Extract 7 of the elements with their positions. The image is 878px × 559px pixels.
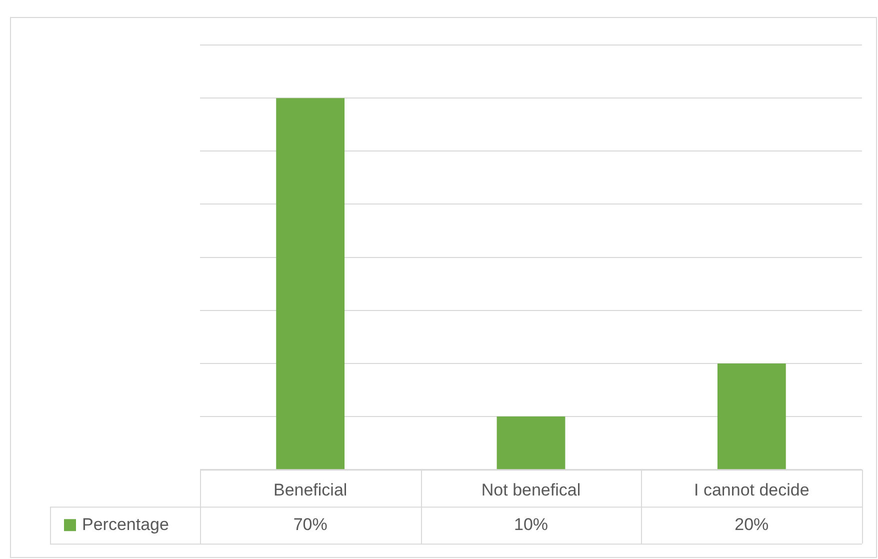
legend-label: Percentage — [82, 514, 169, 534]
data-label: 10% — [514, 514, 548, 534]
x-tick-label: Not benefical — [481, 480, 581, 500]
data-label: 20% — [734, 514, 769, 534]
x-tick-label: I cannot decide — [694, 480, 810, 500]
data-label: 70% — [293, 514, 328, 534]
x-tick-label: Beneficial — [273, 480, 348, 500]
